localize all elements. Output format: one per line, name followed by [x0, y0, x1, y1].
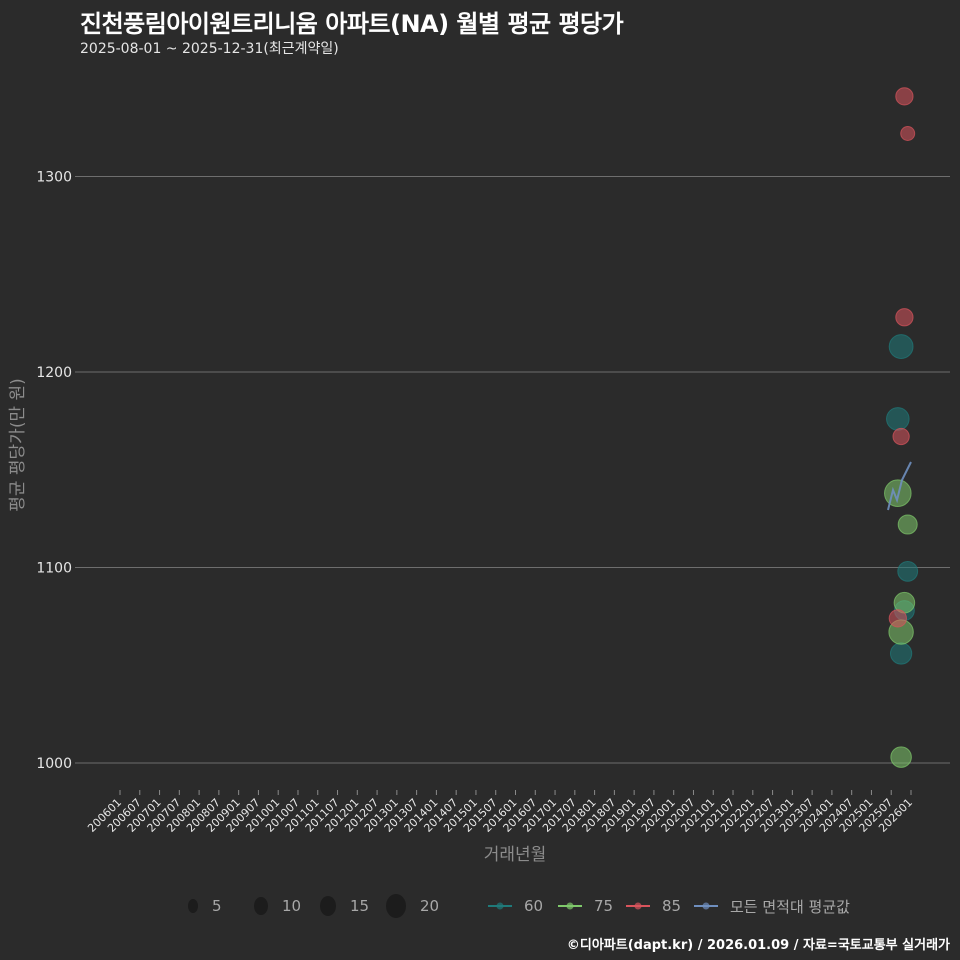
legend-series-0: 60: [488, 893, 543, 919]
y-tick-label: 1000: [36, 756, 72, 772]
data-point-75: [890, 746, 912, 768]
legend: 5 10 15 20 60 75 85 모든 면적대 평균값: [0, 893, 960, 919]
average-price-line: [887, 461, 912, 511]
data-point-60: [886, 407, 910, 431]
legend-series-1: 75: [558, 893, 613, 919]
legend-size-10: 10: [254, 893, 301, 919]
data-point-85: [888, 609, 907, 628]
y-tick-label: 1100: [36, 561, 72, 577]
data-point-85: [895, 308, 914, 327]
scatter-points: [884, 87, 919, 768]
gridlines: [80, 176, 950, 764]
data-point-75: [897, 514, 918, 535]
data-point-85: [892, 427, 910, 446]
y-tick-label: 1300: [36, 170, 72, 186]
x-axis-label: 거래년월: [483, 845, 547, 865]
legend-size-5: 5: [188, 893, 222, 919]
data-point-60: [897, 561, 919, 582]
chart-subtitle: 2025-08-01 ~ 2025-12-31(최근계약일): [80, 41, 339, 57]
line-point-key-icon: [488, 902, 512, 910]
legend-size-20: 20: [386, 893, 439, 919]
average-line: [887, 461, 912, 511]
footer-credit: ©디아파트(dapt.kr) / 2026.01.09 / 자료=국토교통부 실…: [566, 938, 950, 953]
size-circle-icon: [386, 894, 406, 918]
legend-series-3: 모든 면적대 평균값: [694, 893, 850, 919]
y-tick-label: 1200: [36, 365, 72, 381]
data-point-60: [888, 334, 914, 359]
size-circle-icon: [188, 899, 198, 913]
legend-size-15: 15: [320, 893, 369, 919]
chart-title: 진천풍림아이원트리니움 아파트(NA) 월별 평균 평당가: [80, 10, 624, 38]
line-point-key-icon: [558, 902, 582, 910]
data-point-85: [895, 87, 914, 106]
line-point-key-icon: [626, 902, 650, 910]
y-axis-ticks: 1000 1100 1200 1300: [36, 170, 80, 772]
data-point-60: [889, 642, 913, 665]
line-point-key-icon: [694, 902, 718, 910]
legend-series-2: 85: [626, 893, 681, 919]
size-circle-icon: [254, 897, 268, 915]
size-circle-icon: [320, 896, 336, 916]
x-axis-ticks: 2006012006072007012007072008012008072009…: [85, 790, 915, 835]
data-point-85: [900, 126, 916, 141]
y-axis-label: 평균 평당가(만 원): [7, 378, 28, 512]
